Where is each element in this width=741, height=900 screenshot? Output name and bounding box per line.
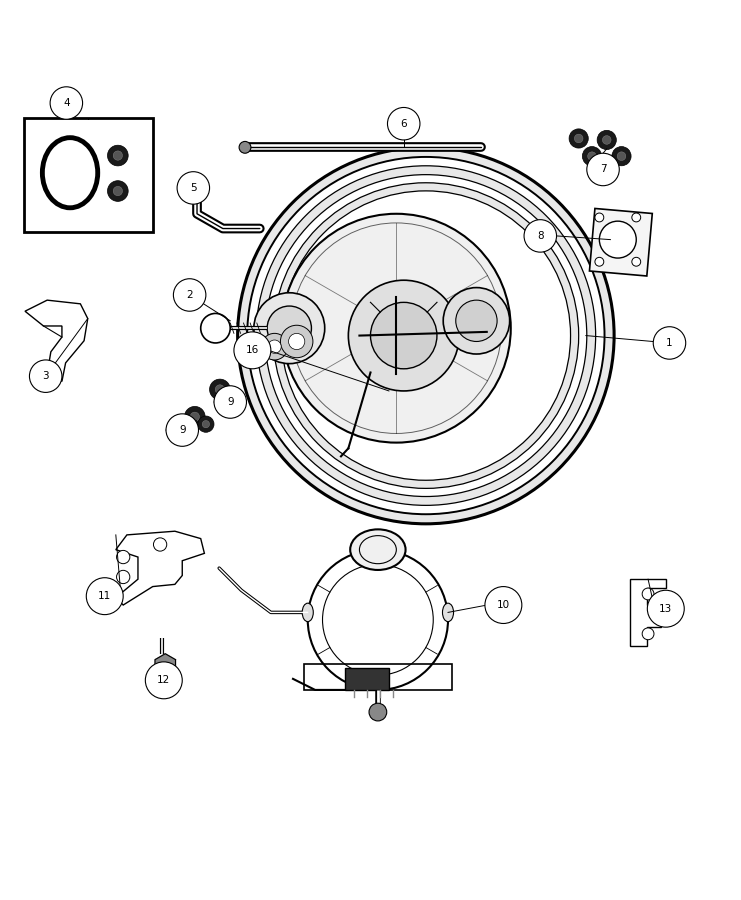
Ellipse shape xyxy=(302,603,313,622)
Circle shape xyxy=(370,302,437,369)
Circle shape xyxy=(597,130,617,149)
Circle shape xyxy=(30,360,62,392)
Circle shape xyxy=(595,257,604,266)
Circle shape xyxy=(273,183,579,489)
Bar xyxy=(345,668,389,690)
Circle shape xyxy=(86,578,123,615)
Circle shape xyxy=(116,571,130,583)
Circle shape xyxy=(190,412,199,421)
Circle shape xyxy=(256,166,596,506)
Circle shape xyxy=(569,129,588,148)
Circle shape xyxy=(145,662,182,698)
Circle shape xyxy=(602,136,611,144)
Circle shape xyxy=(632,257,641,266)
Circle shape xyxy=(234,332,271,369)
Circle shape xyxy=(238,148,614,524)
Circle shape xyxy=(173,279,206,311)
Circle shape xyxy=(654,327,685,359)
Text: 13: 13 xyxy=(659,604,672,614)
Circle shape xyxy=(239,141,251,153)
Ellipse shape xyxy=(442,603,453,622)
Circle shape xyxy=(588,152,597,160)
Circle shape xyxy=(288,333,305,349)
Circle shape xyxy=(222,389,239,405)
Circle shape xyxy=(166,414,199,446)
Circle shape xyxy=(268,306,311,350)
Circle shape xyxy=(107,145,128,166)
Circle shape xyxy=(198,416,214,432)
Text: 2: 2 xyxy=(186,290,193,300)
Circle shape xyxy=(617,152,626,160)
Bar xyxy=(154,678,169,692)
Circle shape xyxy=(107,181,128,202)
Circle shape xyxy=(348,280,459,391)
Circle shape xyxy=(210,379,230,400)
Circle shape xyxy=(632,213,641,222)
Text: 7: 7 xyxy=(599,165,606,175)
Circle shape xyxy=(215,385,225,394)
Bar xyxy=(24,118,153,232)
Circle shape xyxy=(485,587,522,624)
Circle shape xyxy=(582,147,602,166)
Circle shape xyxy=(247,157,605,514)
Text: 9: 9 xyxy=(227,397,233,407)
Circle shape xyxy=(265,175,587,497)
Circle shape xyxy=(177,172,210,204)
Circle shape xyxy=(185,407,205,428)
Circle shape xyxy=(587,153,619,185)
Text: 8: 8 xyxy=(537,231,544,241)
Circle shape xyxy=(574,134,583,143)
Circle shape xyxy=(612,147,631,166)
Text: 10: 10 xyxy=(496,600,510,610)
Circle shape xyxy=(116,551,130,563)
Polygon shape xyxy=(155,653,176,678)
Text: 11: 11 xyxy=(98,591,111,601)
Circle shape xyxy=(190,176,205,190)
Circle shape xyxy=(268,340,281,354)
Circle shape xyxy=(595,213,604,222)
Circle shape xyxy=(113,186,122,195)
Circle shape xyxy=(201,313,230,343)
Circle shape xyxy=(227,393,234,400)
Circle shape xyxy=(254,292,325,364)
Circle shape xyxy=(642,588,654,600)
Circle shape xyxy=(282,214,511,443)
Circle shape xyxy=(50,86,82,120)
Text: 4: 4 xyxy=(63,98,70,108)
Ellipse shape xyxy=(350,529,405,570)
Circle shape xyxy=(281,191,571,481)
Circle shape xyxy=(369,703,387,721)
Circle shape xyxy=(202,420,210,427)
Text: 9: 9 xyxy=(179,425,185,435)
Circle shape xyxy=(443,288,510,354)
Bar xyxy=(304,664,452,690)
Circle shape xyxy=(280,325,313,357)
Circle shape xyxy=(642,628,654,640)
Text: 12: 12 xyxy=(157,675,170,685)
Circle shape xyxy=(648,590,684,627)
Circle shape xyxy=(524,220,556,252)
Circle shape xyxy=(262,333,288,360)
Text: 5: 5 xyxy=(190,183,196,193)
Text: 16: 16 xyxy=(246,346,259,356)
Text: 1: 1 xyxy=(666,338,673,348)
Circle shape xyxy=(456,300,497,341)
Text: 3: 3 xyxy=(42,371,49,382)
Bar xyxy=(589,209,652,276)
Circle shape xyxy=(388,107,420,140)
Text: 6: 6 xyxy=(400,119,407,129)
Circle shape xyxy=(599,221,637,258)
Circle shape xyxy=(113,151,122,160)
Circle shape xyxy=(214,386,247,418)
Circle shape xyxy=(153,538,167,551)
